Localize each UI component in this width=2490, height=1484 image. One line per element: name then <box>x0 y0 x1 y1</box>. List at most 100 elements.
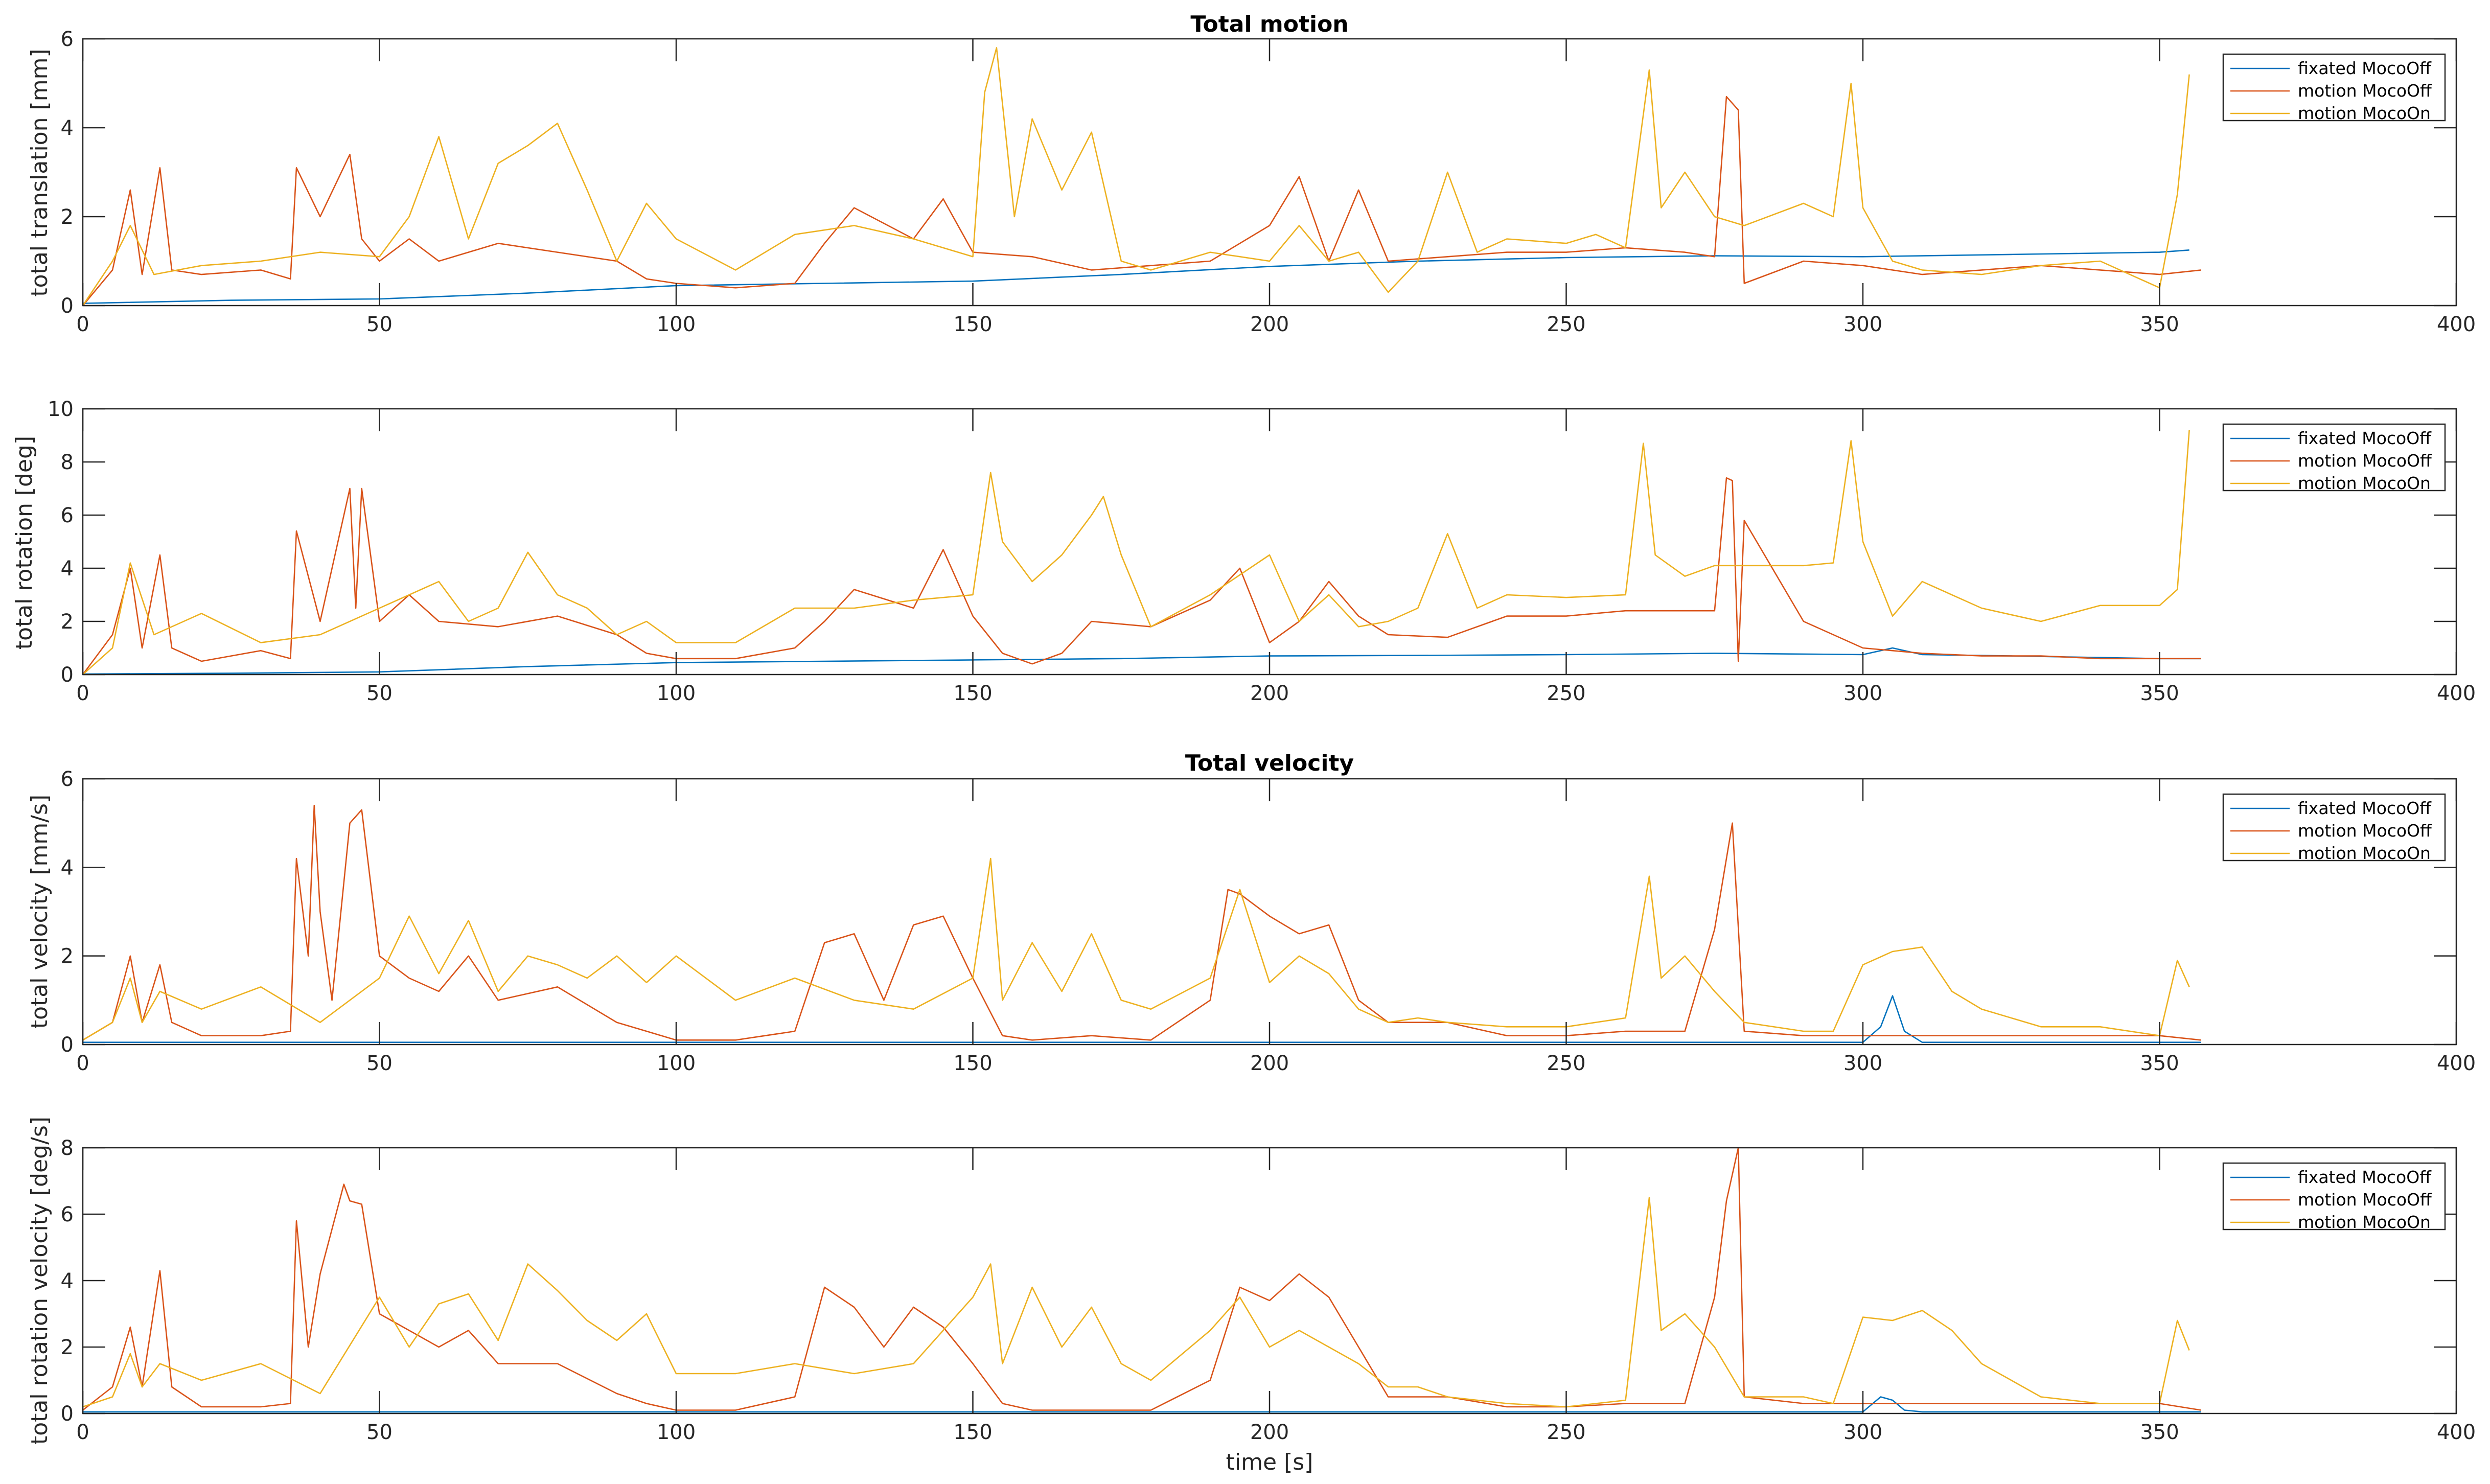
y-axis-label: total velocity [mm/s] <box>27 795 53 1029</box>
y-tick-label: 4 <box>61 117 74 140</box>
y-axis-label: total translation [mm] <box>27 49 53 296</box>
y-tick-label: 0 <box>61 1033 74 1057</box>
x-tick-label: 150 <box>953 313 992 336</box>
y-tick-label: 6 <box>61 504 74 527</box>
series-line-motion-mocooff <box>82 804 2201 1041</box>
y-tick-label: 2 <box>61 1336 74 1359</box>
chart-title: Total motion <box>1190 11 1348 37</box>
y-tick-label: 8 <box>61 1137 74 1160</box>
x-tick-label: 350 <box>2140 682 2179 705</box>
y-tick-label: 10 <box>48 398 74 421</box>
plot-area <box>83 39 2456 306</box>
legend-box <box>2222 1162 2446 1231</box>
y-tick-label: 0 <box>61 1402 74 1426</box>
plot-area <box>83 1148 2456 1413</box>
x-tick-label: 400 <box>2437 1421 2476 1444</box>
y-tick-label: 2 <box>61 205 74 229</box>
legend-entry: motion MocoOn <box>2298 843 2431 863</box>
x-tick-label: 150 <box>953 682 992 705</box>
x-axis-label: time [s] <box>1226 1449 1313 1475</box>
y-tick-label: 0 <box>61 663 74 687</box>
x-tick-label: 400 <box>2437 682 2476 705</box>
x-tick-label: 100 <box>657 313 696 336</box>
legend-entry: motion MocoOn <box>2298 473 2431 493</box>
series-line-motion-mocoon <box>82 47 2190 306</box>
chart-title: Total velocity <box>1185 750 1354 776</box>
x-tick-label: 350 <box>2140 313 2179 336</box>
subplot-total-rotation-velocity: total rotation velocity [deg/s] time [s]… <box>27 1117 2476 1475</box>
legend-entry: fixated MocoOff <box>2298 798 2432 818</box>
x-tick-label: 250 <box>1547 313 1585 336</box>
legend-entry: motion MocoOff <box>2298 1190 2432 1210</box>
x-tick-label: 50 <box>366 682 393 705</box>
plot-area <box>83 409 2456 675</box>
x-tick-label: 100 <box>657 1421 696 1444</box>
series-line-motion-mocoon <box>82 430 2190 675</box>
y-tick-label: 6 <box>61 768 74 791</box>
y-tick-label: 8 <box>61 451 74 474</box>
y-tick-label: 4 <box>61 856 74 879</box>
x-tick-label: 250 <box>1547 682 1585 705</box>
x-tick-label: 400 <box>2437 1052 2476 1075</box>
x-tick-label: 200 <box>1250 1421 1289 1444</box>
subplot-total-velocity: Total velocity total velocity [mm/s] 0 50… <box>27 750 2476 1075</box>
y-tick-label: 2 <box>61 945 74 968</box>
y-tick-label: 6 <box>61 28 74 51</box>
x-tick-label: 300 <box>1843 1421 1882 1444</box>
y-axis-label: total rotation [deg] <box>11 436 37 650</box>
x-tick-label: 0 <box>76 313 89 336</box>
legend-entry: motion MocoOn <box>2298 103 2431 123</box>
legend-entry: motion MocoOff <box>2298 81 2432 101</box>
x-tick-label: 250 <box>1547 1421 1585 1444</box>
x-tick-label: 150 <box>953 1052 992 1075</box>
x-tick-label: 0 <box>76 1421 89 1444</box>
x-tick-label: 0 <box>76 682 89 705</box>
x-tick-label: 100 <box>657 1052 696 1075</box>
y-tick-label: 4 <box>61 1269 74 1293</box>
series-line-motion-mocooff <box>82 1147 2202 1411</box>
series-line-motion-mocooff <box>82 96 2201 306</box>
x-tick-label: 50 <box>366 313 393 336</box>
x-tick-label: 200 <box>1250 1052 1289 1075</box>
x-tick-label: 400 <box>2437 313 2476 336</box>
series-line-motion-mocooff <box>82 477 2201 675</box>
series-line-fixated-mocooff <box>82 249 2189 304</box>
y-tick-label: 4 <box>61 557 74 581</box>
x-tick-label: 350 <box>2140 1421 2179 1444</box>
y-tick-label: 0 <box>61 294 74 318</box>
series-line-motion-mocoon <box>82 857 2190 1041</box>
legend-entry: motion MocoOff <box>2298 451 2432 471</box>
x-tick-label: 0 <box>76 1052 89 1075</box>
legend-box <box>2222 53 2446 122</box>
x-tick-label: 250 <box>1547 1052 1585 1075</box>
x-tick-label: 350 <box>2140 1052 2179 1075</box>
x-tick-label: 200 <box>1250 682 1289 705</box>
y-tick-label: 2 <box>61 610 74 634</box>
x-tick-label: 300 <box>1843 1052 1882 1075</box>
x-tick-label: 150 <box>953 1421 992 1444</box>
series-line-motion-mocoon <box>82 1197 2190 1408</box>
x-tick-label: 50 <box>366 1052 393 1075</box>
y-tick-label: 6 <box>61 1203 74 1226</box>
subplot-total-rotation: total rotation [deg] 0 50 100 150 200 250 300 3… <box>11 398 2476 705</box>
x-tick-label: 300 <box>1843 682 1882 705</box>
legend-entry: fixated MocoOff <box>2298 58 2432 78</box>
plot-area <box>83 779 2456 1045</box>
legend-entry: fixated MocoOff <box>2298 428 2432 448</box>
x-tick-label: 300 <box>1843 313 1882 336</box>
subplot-total-translation: Total motion total translation [mm] 0 50 1… <box>27 11 2476 336</box>
legend-entry: motion MocoOn <box>2298 1212 2431 1232</box>
series-line-fixated-mocooff <box>82 647 2201 675</box>
legend-entry: motion MocoOff <box>2298 821 2432 841</box>
y-axis-label: total rotation velocity [deg/s] <box>27 1117 53 1445</box>
legend-box <box>2222 793 2446 862</box>
x-tick-label: 100 <box>657 682 696 705</box>
x-tick-label: 50 <box>366 1421 393 1444</box>
legend-entry: fixated MocoOff <box>2298 1167 2432 1187</box>
x-tick-label: 200 <box>1250 313 1289 336</box>
